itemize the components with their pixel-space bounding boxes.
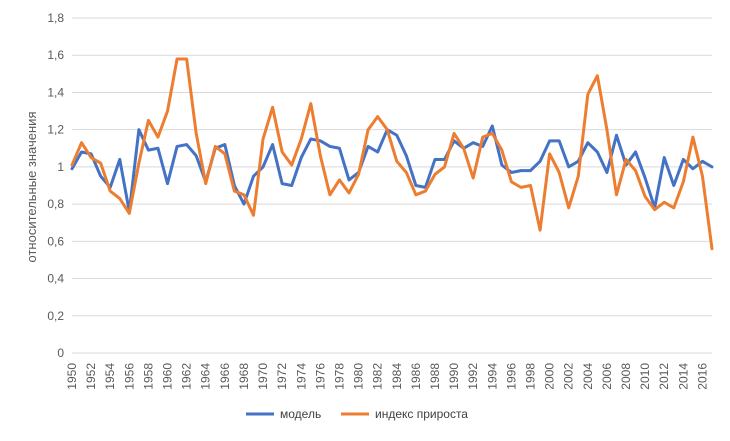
x-tick-label: 1984 xyxy=(390,363,404,390)
x-tick-label: 1988 xyxy=(428,363,442,390)
x-tick-label: 1966 xyxy=(218,363,232,390)
y-tick-label: 0,2 xyxy=(47,309,64,323)
x-axis-ticks: 1950 1952 1954 1956 1958 1960 1962 1964 1966 1968… xyxy=(65,363,709,390)
x-tick-label: 2012 xyxy=(657,363,671,390)
legend: модель индекс прироста xyxy=(246,407,468,421)
x-tick-label: 2004 xyxy=(581,363,595,390)
x-tick-label: 1990 xyxy=(447,363,461,390)
series-lines xyxy=(70,57,714,251)
x-tick-label: 1974 xyxy=(294,363,308,390)
x-tick-label: 1996 xyxy=(504,363,518,390)
x-tick-label: 2000 xyxy=(543,363,557,390)
y-tick-label: 1,6 xyxy=(47,48,64,62)
x-tick-label: 1964 xyxy=(199,363,213,390)
x-tick-label: 2016 xyxy=(695,363,709,390)
x-tick-label: 1994 xyxy=(485,363,499,390)
x-tick-label: 1986 xyxy=(409,363,423,390)
y-tick-label: 0,8 xyxy=(47,197,64,211)
x-tick-label: 1950 xyxy=(65,363,79,390)
y-tick-label: 1,2 xyxy=(47,123,64,137)
y-tick-label: 1,8 xyxy=(47,11,64,25)
x-tick-label: 1978 xyxy=(332,363,346,390)
x-tick-label: 1958 xyxy=(141,363,155,390)
legend-label-growth-index: индекс прироста xyxy=(375,407,468,421)
series-line-growth-index xyxy=(70,57,714,251)
x-tick-label: 1980 xyxy=(352,363,366,390)
x-tick-label: 1970 xyxy=(256,363,270,390)
series-line-model xyxy=(70,124,714,214)
x-tick-label: 2008 xyxy=(619,363,633,390)
x-tick-label: 2006 xyxy=(600,363,614,390)
y-tick-label: 1,4 xyxy=(47,85,64,99)
x-tick-label: 1972 xyxy=(275,363,289,390)
x-tick-label: 2010 xyxy=(638,363,652,390)
x-tick-label: 1954 xyxy=(103,363,117,390)
legend-label-model: модель xyxy=(280,407,321,421)
legend-item-growth-index: индекс прироста xyxy=(341,407,468,421)
y-tick-label: 0 xyxy=(57,346,64,360)
y-axis-ticks: 0 0,2 0,4 0,6 0,8 1 1,2 1,4 1,6 1,8 xyxy=(47,11,64,360)
y-tick-label: 0,4 xyxy=(47,272,64,286)
x-tick-label: 1960 xyxy=(161,363,175,390)
x-tick-label: 2014 xyxy=(676,363,690,390)
x-tick-label: 1956 xyxy=(122,363,136,390)
legend-item-model: модель xyxy=(246,407,321,421)
y-tick-label: 1 xyxy=(57,160,64,174)
x-tick-label: 1968 xyxy=(237,363,251,390)
x-tick-label: 2002 xyxy=(562,363,576,390)
x-tick-label: 1976 xyxy=(313,363,327,390)
x-tick-label: 1992 xyxy=(466,363,480,390)
x-tick-label: 1982 xyxy=(371,363,385,390)
x-tick-label: 1998 xyxy=(524,363,538,390)
gridlines xyxy=(72,17,712,354)
y-axis-title: относительные значения xyxy=(24,112,39,263)
y-tick-label: 0,6 xyxy=(47,234,64,248)
x-tick-label: 1962 xyxy=(180,363,194,390)
x-tick-label: 1952 xyxy=(84,363,98,390)
